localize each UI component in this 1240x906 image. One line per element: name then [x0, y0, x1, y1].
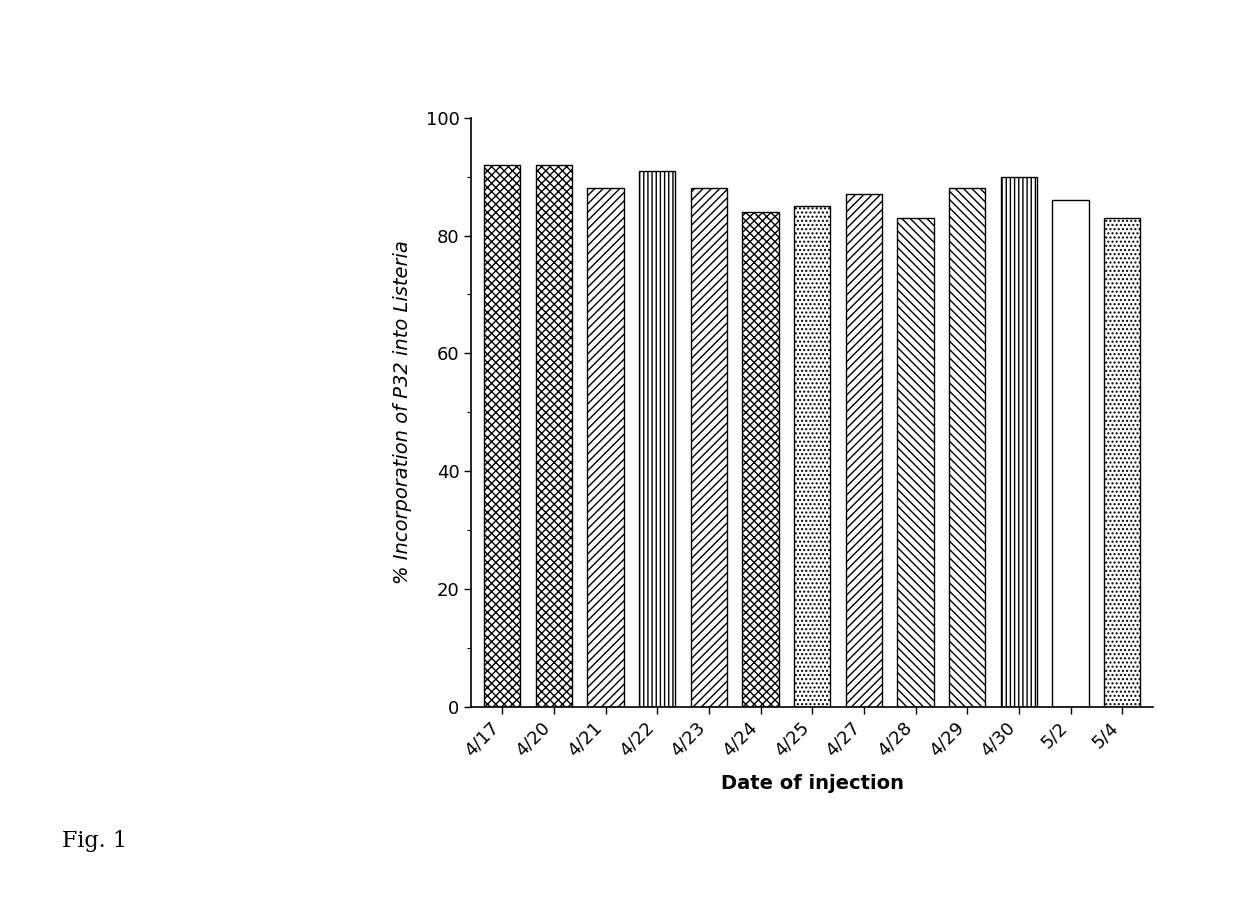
Bar	[588, 188, 624, 707]
Text: Fig. 1: Fig. 1	[62, 830, 126, 852]
Y-axis label: % Incorporation of P32 into Listeria: % Incorporation of P32 into Listeria	[393, 240, 412, 584]
Bar	[949, 188, 986, 707]
Bar	[898, 217, 934, 707]
X-axis label: Date of injection: Date of injection	[720, 774, 904, 793]
Bar	[743, 212, 779, 707]
Bar	[691, 188, 727, 707]
Bar	[846, 195, 882, 707]
Bar	[536, 165, 572, 707]
Bar	[484, 165, 521, 707]
Bar	[1104, 217, 1141, 707]
Bar	[794, 206, 831, 707]
Bar	[639, 170, 676, 707]
Bar	[1053, 200, 1089, 707]
Bar	[1001, 177, 1037, 707]
